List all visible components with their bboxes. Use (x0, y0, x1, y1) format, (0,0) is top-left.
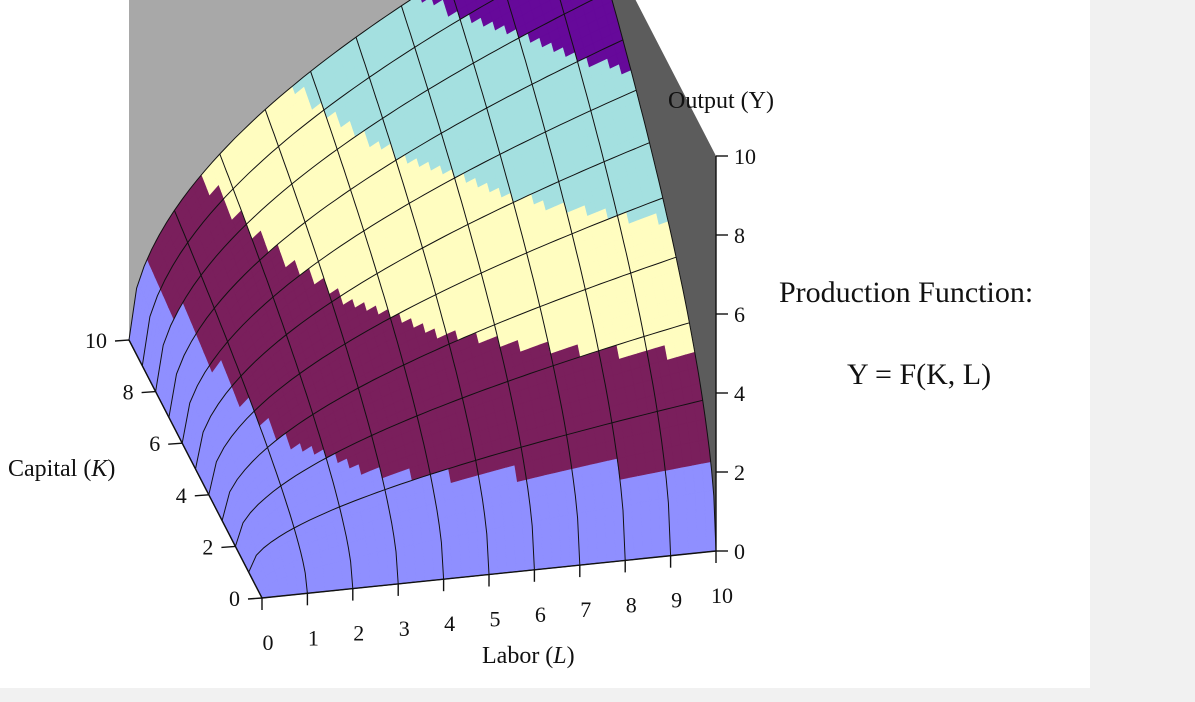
z-axis-title: Output (Y) (668, 88, 774, 114)
capital-tick (114, 339, 130, 342)
chart-figure: 0 2 4 6 8 10 0 2 4 6 8 10 0 1 2 3 4 5 6 7 8 9 10 Output (Y) … (0, 0, 1090, 688)
surface-face (538, 0, 551, 6)
surface-face (432, 0, 443, 6)
surface-face (496, 0, 509, 8)
capital-tick-label: 4 (176, 483, 187, 508)
grid-line-capital (168, 39, 624, 418)
grid-line-capital (141, 0, 495, 366)
grid-line-capital (234, 322, 690, 547)
surface-face (517, 0, 530, 7)
axis-titles: Output (Y) Capital (K) Labor (L) (8, 88, 774, 669)
surface-face (559, 0, 571, 6)
surface-face (601, 0, 613, 6)
labor-tick-label: 2 (353, 621, 364, 646)
z-tick-label: 6 (734, 302, 745, 327)
capital-tick-label: 6 (149, 431, 160, 456)
surface-face (453, 0, 460, 3)
z-tick-label: 4 (734, 381, 745, 406)
surface-face (421, 0, 435, 12)
grid-line-capital (208, 197, 663, 495)
surface-face (464, 0, 476, 6)
surface-face (549, 0, 562, 10)
grid-line-capital (221, 256, 677, 521)
capital-tick (247, 597, 263, 600)
labor-tick-label: 3 (399, 616, 410, 641)
capital-tick-label: 8 (123, 380, 134, 405)
surface-face (486, 0, 500, 13)
surface-face (421, 0, 427, 3)
surface-face (410, 0, 423, 9)
labor-tick-label: 7 (580, 597, 591, 622)
labor-tick-label: 9 (671, 588, 682, 613)
z-tick-label: 0 (734, 539, 745, 564)
capital-tick-label: 0 (229, 586, 240, 611)
labor-tick-label: 0 (263, 630, 274, 655)
grid-line-capital (155, 0, 594, 392)
labor-axis: 0 1 2 3 4 5 6 7 8 9 10 (261, 550, 733, 655)
labor-tick-label: 1 (308, 625, 319, 650)
grid-line-capital (128, 0, 412, 341)
labor-tick-label: 6 (535, 602, 546, 627)
caption-formula: Y = F(K, L) (847, 358, 992, 391)
z-tick-label: 8 (734, 223, 745, 248)
labor-tick-label: 4 (444, 611, 455, 636)
capital-tick-label: 10 (85, 328, 107, 353)
grid-line-capital (248, 399, 703, 573)
surface-face (528, 0, 532, 2)
surface-mesh (128, 0, 717, 599)
surface-face (507, 0, 513, 3)
capital-tick (221, 545, 236, 549)
labor-tick-label: 8 (626, 592, 637, 617)
grid-line-capital (181, 89, 637, 444)
labor-axis-title: Labor (L) (482, 643, 575, 669)
capital-axis-title: Capital (K) (8, 456, 115, 482)
surface-face (442, 0, 456, 9)
z-axis: 0 2 4 6 8 10 (715, 144, 756, 564)
labor-tick-label: 10 (711, 583, 733, 608)
capital-tick (194, 494, 209, 497)
capital-axis-line (128, 339, 263, 599)
capital-axis: 0 2 4 6 8 10 (85, 328, 263, 611)
capital-tick-label: 2 (202, 534, 213, 559)
z-tick-label: 2 (734, 460, 745, 485)
labor-tick-label: 5 (490, 607, 501, 632)
grid-line-capital (195, 142, 650, 470)
capital-tick (141, 390, 156, 394)
surface-plot: 0 2 4 6 8 10 0 2 4 6 8 10 0 1 2 3 4 5 6 7 8 9 10 Output (Y) … (8, 0, 774, 669)
surface-face (591, 0, 604, 11)
caption-title: Production Function: (779, 276, 1034, 309)
capital-tick (168, 442, 183, 445)
z-tick-label: 10 (734, 144, 756, 169)
surface-face (528, 0, 542, 11)
